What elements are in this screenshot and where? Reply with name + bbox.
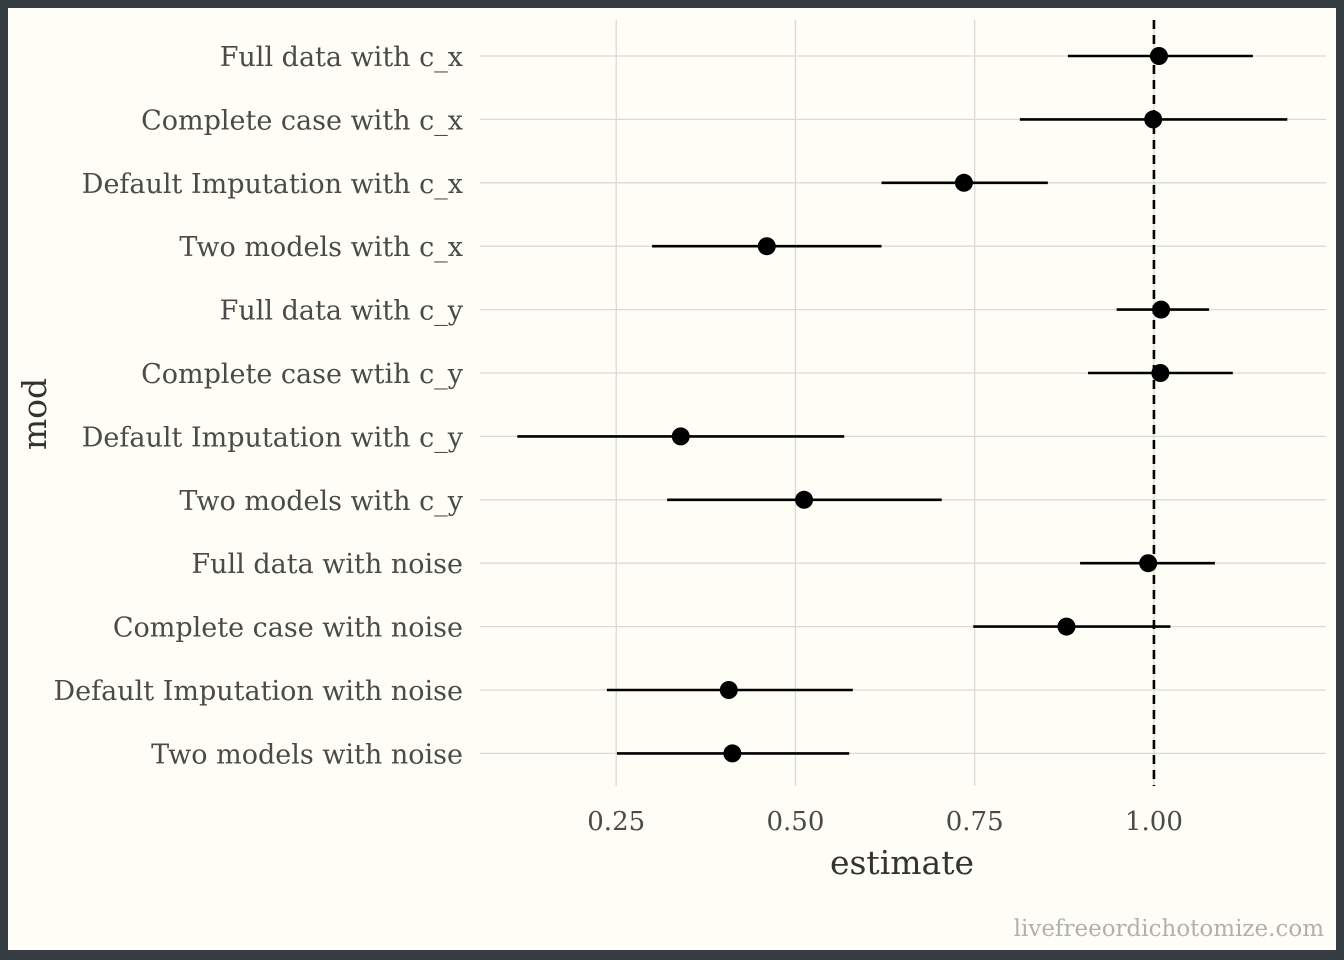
x-tick-label: 0.75: [946, 807, 1004, 837]
y-tick-label: Complete case with noise: [113, 613, 463, 644]
estimate-point: [723, 744, 742, 763]
y-tick-label: Default Imputation with c_x: [82, 169, 463, 200]
y-category-labels: Full data with c_x Complete case with c_x…: [54, 42, 464, 770]
caption: livefreeordichotomize.com: [1014, 916, 1325, 942]
x-tick-label: 0.25: [587, 807, 645, 837]
estimate-point: [1152, 300, 1171, 319]
grid-layer: [480, 20, 1326, 786]
x-tick-labels: 0.25 0.50 0.75 1.00: [587, 807, 1183, 837]
estimate-point: [1139, 554, 1158, 573]
estimate-point: [795, 490, 814, 509]
estimate-point: [954, 173, 973, 192]
y-tick-label: Complete case wtih c_y: [141, 359, 464, 390]
x-tick-label: 0.50: [767, 807, 825, 837]
y-tick-label: Default Imputation with noise: [54, 676, 463, 707]
y-axis-title: mod: [15, 378, 54, 450]
estimate-point: [1144, 110, 1163, 129]
estimate-point: [719, 681, 738, 699]
y-tick-label: Two models with c_x: [179, 232, 463, 263]
chart-panel: Full data with c_x Complete case with c_x…: [8, 8, 1336, 950]
y-tick-label: Full data with c_y: [220, 296, 464, 327]
y-tick-label: Complete case with c_x: [141, 105, 463, 136]
estimate-point: [757, 237, 776, 256]
y-tick-label: Full data with noise: [191, 549, 463, 580]
x-tick-label: 1.00: [1125, 807, 1183, 837]
chart-canvas: Full data with c_x Complete case with c_x…: [15, 20, 1326, 942]
estimate-point: [671, 427, 690, 446]
y-tick-label: Full data with c_x: [220, 42, 463, 73]
y-tick-label: Default Imputation with c_y: [82, 422, 464, 453]
estimate-point: [1057, 617, 1076, 636]
x-axis-title: estimate: [830, 843, 974, 882]
y-tick-label: Two models with c_y: [179, 486, 463, 517]
y-tick-label: Two models with noise: [151, 739, 463, 770]
estimate-point: [1149, 47, 1168, 65]
error-bar-layer: [517, 54, 1288, 755]
estimate-point: [1151, 364, 1170, 382]
point-layer: [671, 47, 1171, 763]
